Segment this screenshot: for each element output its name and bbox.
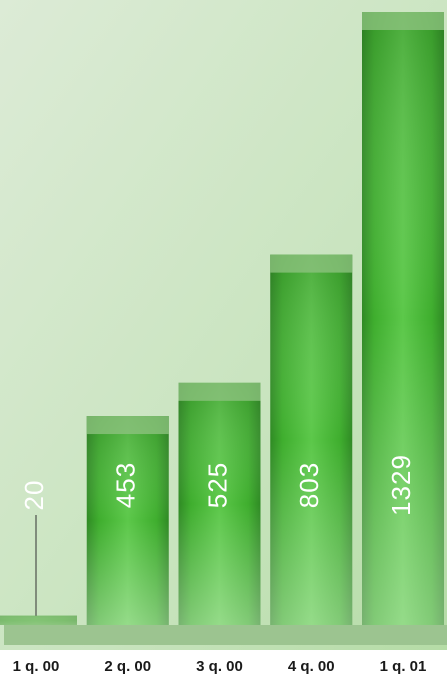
bar-shade bbox=[270, 254, 353, 625]
x-tick-label: 4 q. 00 bbox=[288, 658, 335, 675]
value-label: 525 bbox=[202, 462, 232, 508]
x-tick-label: 3 q. 00 bbox=[196, 658, 243, 675]
bar-shade bbox=[86, 416, 169, 625]
bar-cap bbox=[270, 254, 353, 273]
value-label: 453 bbox=[111, 462, 141, 508]
bar-cap bbox=[178, 382, 261, 401]
label-strip bbox=[0, 650, 447, 680]
value-label: 803 bbox=[294, 462, 324, 508]
bar-shade bbox=[362, 12, 444, 625]
bar-shade bbox=[178, 382, 261, 625]
x-tick-label: 1 q. 00 bbox=[13, 658, 60, 675]
floor bbox=[4, 625, 447, 645]
bar-cap bbox=[0, 615, 77, 625]
value-label: 1329 bbox=[386, 454, 416, 516]
bar-cap bbox=[86, 416, 169, 435]
value-label: 20 bbox=[19, 480, 49, 511]
x-tick-label: 1 q. 01 bbox=[380, 658, 427, 675]
x-tick-label: 2 q. 00 bbox=[104, 658, 151, 675]
bar-cap bbox=[362, 12, 444, 30]
